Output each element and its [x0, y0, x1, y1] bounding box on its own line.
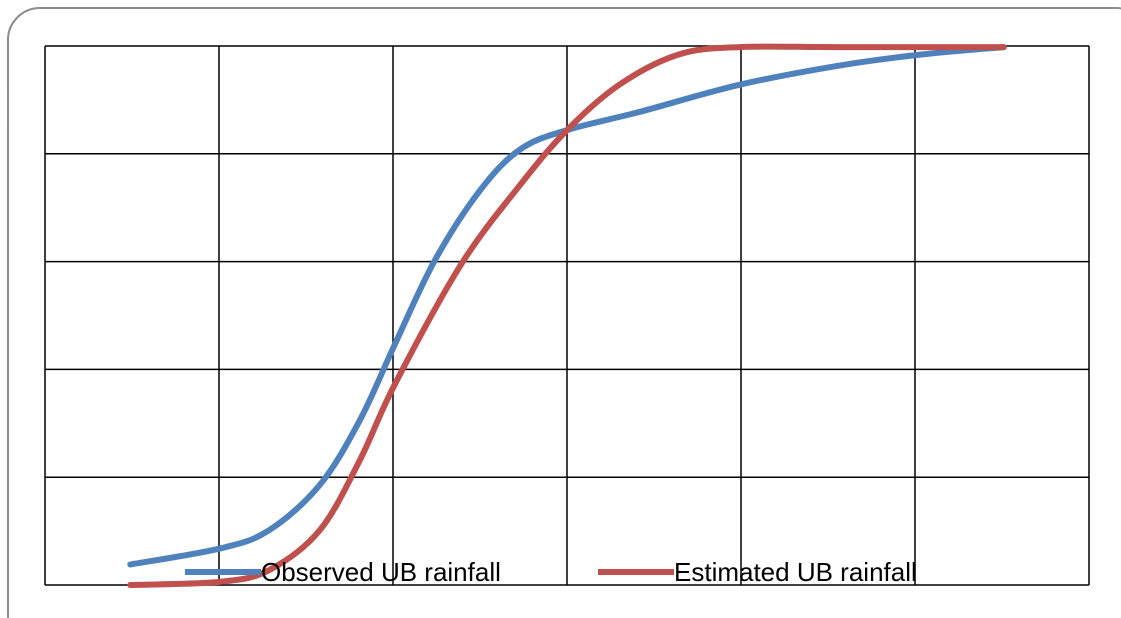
line — [127, 44, 1007, 568]
line — [127, 43, 1007, 588]
chart-border — [7, 7, 1121, 618]
plot — [127, 43, 1007, 588]
legend-label: Estimated UB rainfall — [674, 557, 917, 587]
legend: Observed UB rainfall Estimated UB rainfal… — [185, 557, 917, 587]
legend-label: Observed UB rainfall — [261, 557, 501, 587]
